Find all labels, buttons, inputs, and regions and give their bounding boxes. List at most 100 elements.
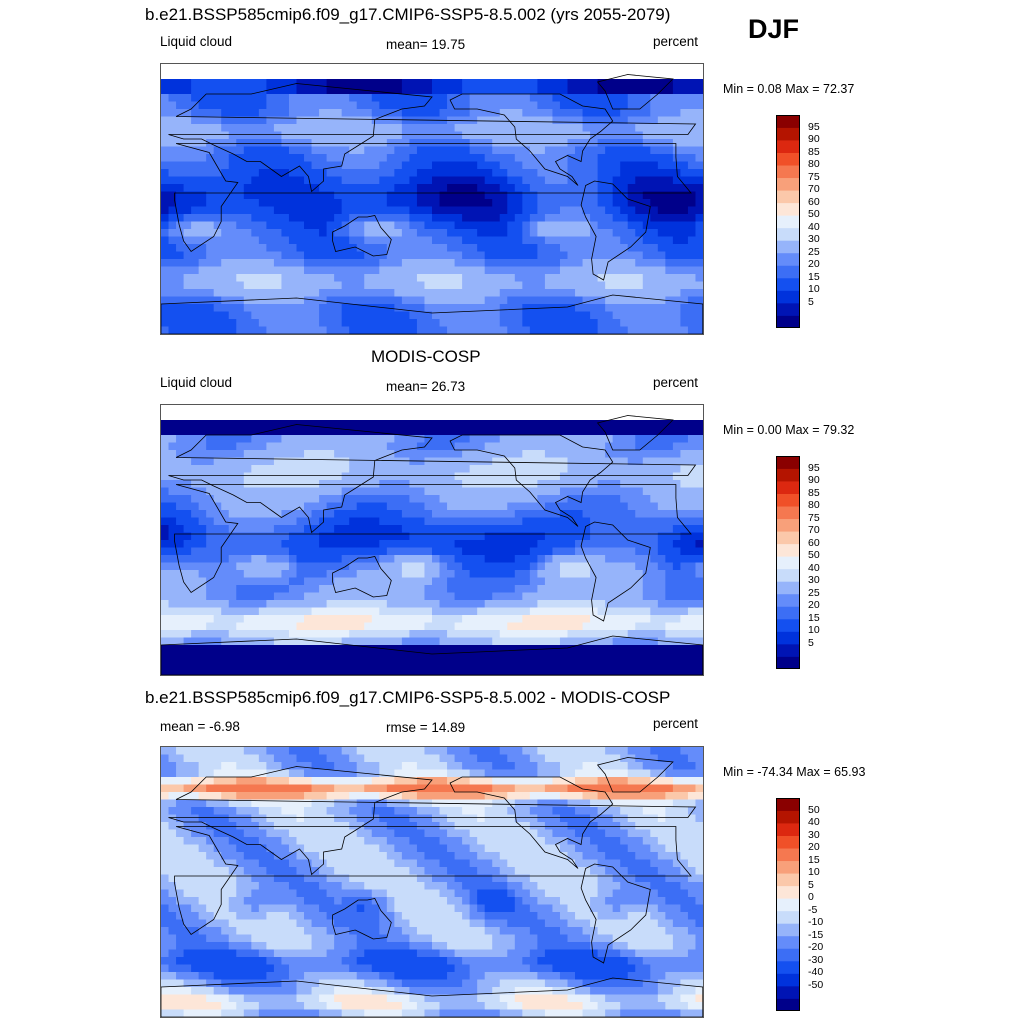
map-cell (371, 101, 380, 110)
map-cell (273, 435, 283, 444)
map-cell (559, 615, 569, 624)
map-cell (484, 517, 493, 526)
map-cell (416, 427, 426, 436)
map-cell (650, 502, 659, 511)
map-cell (161, 184, 170, 193)
map-cell (198, 214, 207, 223)
map-cell (559, 540, 569, 549)
map-cell (620, 577, 629, 586)
map-cell (627, 637, 636, 646)
map-cell (258, 161, 267, 170)
map-cell (213, 176, 222, 185)
map-cell (642, 532, 651, 541)
map-cell (695, 637, 703, 646)
map-cell (356, 442, 365, 451)
map-cell (575, 495, 584, 504)
map-cell (567, 427, 576, 436)
map-cell (439, 94, 448, 103)
map-cell (168, 199, 177, 208)
map-cell (349, 184, 358, 193)
map-cell (334, 510, 343, 519)
map-cell (394, 274, 403, 283)
map-cell (206, 79, 215, 88)
map-cell (544, 547, 554, 556)
map-cell (575, 236, 584, 245)
map-cell (386, 311, 395, 320)
map-cell (499, 146, 508, 155)
map-cell (657, 304, 666, 313)
map-cell (514, 251, 523, 260)
map-cell (552, 532, 561, 541)
map-cell (379, 525, 388, 534)
map-cell (273, 495, 283, 504)
map-cell (386, 600, 395, 609)
map-cell (386, 465, 395, 474)
map-cell (447, 94, 456, 103)
map-cell (266, 637, 275, 646)
map-cell (514, 630, 523, 639)
map-cell (379, 266, 388, 275)
map-cell (409, 562, 418, 571)
colorbar-tick-label: 60 (808, 195, 820, 208)
panel2-colorbar (776, 456, 800, 669)
map-cell (161, 266, 170, 275)
map-cell (597, 229, 606, 238)
map-cell (356, 244, 365, 253)
map-cell (311, 652, 320, 661)
map-cell (424, 176, 433, 185)
map-cell (492, 487, 501, 496)
map-cell (356, 547, 365, 556)
map-cell (582, 622, 591, 631)
map-cell (176, 109, 185, 118)
map-cell (176, 607, 185, 616)
map-cell (364, 131, 373, 140)
map-cell (529, 154, 538, 163)
map-cell (183, 450, 192, 459)
map-cell (484, 622, 493, 631)
map-cell (394, 304, 403, 313)
map-cell (243, 176, 252, 185)
map-cell (266, 116, 275, 125)
map-cell (304, 229, 313, 238)
map-cell (213, 289, 222, 298)
map-cell (447, 101, 456, 110)
map-cell (544, 457, 554, 466)
map-cell (642, 540, 651, 549)
map-cell (537, 244, 546, 253)
map-cell (454, 420, 463, 429)
map-cell (416, 495, 426, 504)
map-cell (176, 495, 185, 504)
map-cell (311, 465, 320, 474)
map-cell (590, 304, 599, 313)
map-cell (273, 472, 283, 481)
map-cell (469, 547, 478, 556)
map-cell (529, 585, 538, 594)
map-cell (544, 667, 554, 675)
map-cell (484, 540, 493, 549)
map-cell (657, 206, 666, 215)
map-cell (311, 637, 320, 646)
map-cell (296, 161, 305, 170)
map-cell (236, 311, 245, 320)
map-cell (334, 116, 343, 125)
map-cell (657, 487, 666, 496)
map-cell (627, 101, 636, 110)
map-cell (401, 86, 411, 95)
map-cell (492, 161, 501, 170)
map-cell (319, 420, 328, 429)
map-cell (304, 101, 313, 110)
map-cell (386, 480, 395, 489)
map-cell (401, 600, 411, 609)
map-cell (477, 79, 486, 88)
map-cell (176, 465, 185, 474)
map-cell (266, 525, 275, 534)
colorbar-tick-label: 20 (808, 599, 820, 612)
map-cell (258, 131, 267, 140)
map-cell (168, 442, 177, 451)
map-cell (575, 622, 584, 631)
map-cell (665, 184, 674, 193)
map-cell (341, 251, 350, 260)
map-cell (469, 154, 478, 163)
map-cell (311, 169, 320, 178)
map-cell (416, 570, 426, 579)
